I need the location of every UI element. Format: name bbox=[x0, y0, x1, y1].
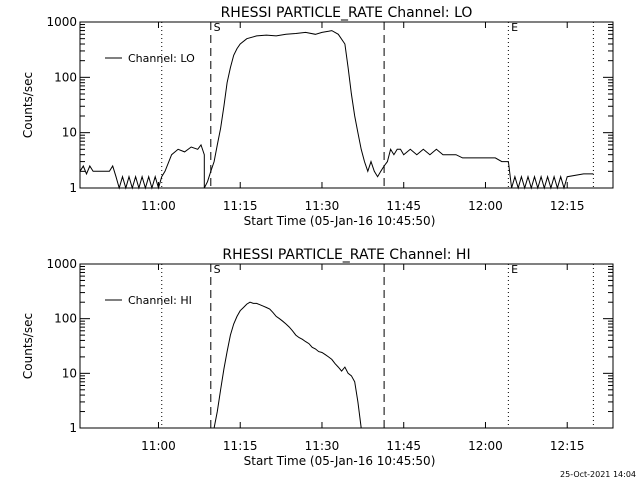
x-tick-label: 12:00 bbox=[468, 439, 503, 453]
y-tick-label: 100 bbox=[54, 312, 77, 326]
y-tick-label: 1000 bbox=[46, 15, 77, 29]
x-tick-label: 12:15 bbox=[550, 439, 585, 453]
x-axis-label: Start Time (05-Jan-16 10:45:50) bbox=[244, 214, 436, 228]
chart-title: RHESSI PARTICLE_RATE Channel: HI bbox=[222, 247, 470, 263]
marker-label: S bbox=[214, 263, 221, 276]
y-tick-label: 1 bbox=[69, 181, 77, 195]
y-axis-label: Counts/sec bbox=[21, 72, 35, 138]
y-tick-label: 100 bbox=[54, 70, 77, 84]
chart-title: RHESSI PARTICLE_RATE Channel: LO bbox=[221, 5, 473, 21]
y-tick-label: 1000 bbox=[46, 257, 77, 271]
plot-frame bbox=[79, 21, 614, 189]
footer-timestamp: 25-Oct-2021 14:04 bbox=[560, 470, 636, 479]
y-tick-label: 10 bbox=[62, 366, 77, 380]
y-tick-label: 10 bbox=[62, 126, 77, 140]
x-tick-label: 11:00 bbox=[141, 199, 176, 213]
x-tick-label: 11:30 bbox=[305, 439, 340, 453]
x-tick-label: 11:15 bbox=[223, 199, 258, 213]
series-line bbox=[79, 30, 594, 190]
series-line bbox=[213, 301, 362, 429]
x-tick-label: 11:45 bbox=[386, 199, 421, 213]
x-tick-label: 12:00 bbox=[468, 199, 503, 213]
x-tick-label: 11:30 bbox=[305, 199, 340, 213]
marker-label: E bbox=[511, 263, 518, 276]
y-axis-label: Counts/sec bbox=[21, 313, 35, 379]
x-tick-label: 11:45 bbox=[386, 439, 421, 453]
hi-channel-panel: RHESSI PARTICLE_RATE Channel: HI Start Ti… bbox=[21, 247, 614, 468]
marker-label: E bbox=[511, 21, 518, 34]
x-tick-label: 11:15 bbox=[223, 439, 258, 453]
marker-label: S bbox=[214, 21, 221, 34]
x-tick-label: 11:00 bbox=[141, 439, 176, 453]
plot-frame bbox=[79, 263, 614, 429]
legend-label: Channel: LO bbox=[128, 52, 195, 65]
x-tick-label: 12:15 bbox=[550, 199, 585, 213]
lo-channel-panel: RHESSI PARTICLE_RATE Channel: LO Start Ti… bbox=[21, 5, 614, 228]
y-tick-label: 1 bbox=[69, 421, 77, 435]
legend-label: Channel: HI bbox=[128, 294, 192, 307]
x-axis-label: Start Time (05-Jan-16 10:45:50) bbox=[244, 454, 436, 468]
